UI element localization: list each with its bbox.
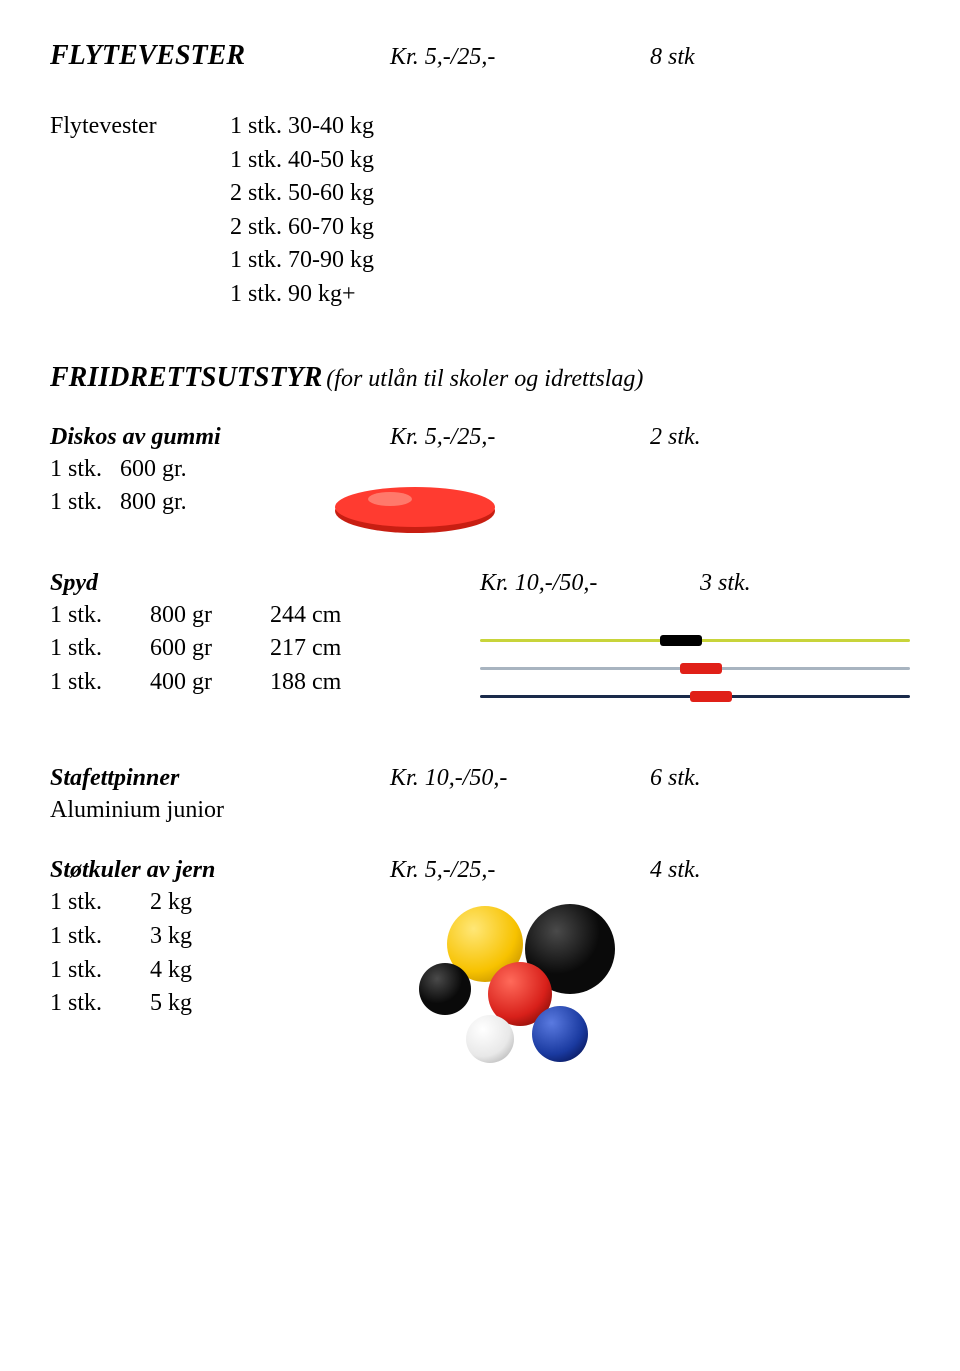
diskos-price: Kr. 5,-/25,- <box>390 424 650 451</box>
flytevester-item: 2 stk. 60-70 kg <box>230 211 390 245</box>
stotkuler-item: 1 stk. 5 kg <box>50 987 390 1021</box>
section-flytevester: FLYTEVESTER Kr. 5,-/25,- 8 stk Flytevest… <box>50 40 910 312</box>
stafett-sub: Aluminium junior <box>50 794 910 828</box>
spyd-title: Spyd <box>50 570 230 597</box>
javelins-icon <box>480 597 910 707</box>
stotkuler-item: 1 stk. 2 kg <box>50 886 390 920</box>
diskos-item: 1 stk. 600 gr. <box>50 453 350 487</box>
stafett-price: Kr. 10,-/50,- <box>390 765 650 792</box>
flytevester-row: 2 stk. 50-60 kg <box>50 177 910 211</box>
section-spyd: Spyd 1 stk. 800 gr 244 cm 1 stk. 600 gr … <box>50 570 910 715</box>
stotkuler-title: Støtkuler av jern <box>50 857 390 884</box>
flytevester-item: 2 stk. 50-60 kg <box>230 177 390 211</box>
javelin-grip <box>660 635 702 646</box>
flytevester-row: Flytevester 1 stk. 30-40 kg <box>50 110 910 144</box>
discus-icon <box>330 481 500 541</box>
diskos-title: Diskos av gummi <box>50 424 350 451</box>
flytevester-row: 1 stk. 90 kg+ <box>50 278 910 312</box>
diskos-item: 1 stk. 800 gr. <box>50 486 350 520</box>
spyd-price: Kr. 10,-/50,- <box>480 570 700 597</box>
flytevester-title: FLYTEVESTER <box>50 40 390 72</box>
friidrett-paren: (for utlån til skoler og idrettslag) <box>326 366 643 392</box>
spyd-item: 1 stk. 400 gr 188 cm <box>50 666 480 700</box>
flytevester-item: 1 stk. 30-40 kg <box>230 110 390 144</box>
flytevester-item: 1 stk. 40-50 kg <box>230 144 390 178</box>
flytevester-price: Kr. 5,-/25,- <box>390 44 650 71</box>
section-friidrett-heading: FRIIDRETTSUTSTYR (for utlån til skoler o… <box>50 362 910 394</box>
friidrett-title: FRIIDRETTSUTSTYR <box>50 362 322 393</box>
flytevester-item: 1 stk. 90 kg+ <box>230 278 390 312</box>
diskos-qty: 2 stk. <box>650 424 701 451</box>
flytevester-row: 2 stk. 60-70 kg <box>50 211 910 245</box>
stafett-qty: 6 stk. <box>650 765 701 792</box>
flytevester-item: 1 stk. 70-90 kg <box>230 244 390 278</box>
stotkuler-item: 1 stk. 4 kg <box>50 954 390 988</box>
flytevester-sublabel: Flytevester <box>50 110 230 144</box>
stotkuler-item: 1 stk. 3 kg <box>50 920 390 954</box>
javelin-grip <box>690 691 732 702</box>
flytevester-row: 1 stk. 70-90 kg <box>50 244 910 278</box>
javelin-grip <box>680 663 722 674</box>
stafett-title: Stafettpinner <box>50 765 390 792</box>
spyd-item: 1 stk. 800 gr 244 cm <box>50 599 480 633</box>
spyd-qty: 3 stk. <box>700 570 751 597</box>
section-stotkuler: Støtkuler av jern 1 stk. 2 kg 1 stk. 3 k… <box>50 857 910 1069</box>
shotput-balls-icon <box>410 894 630 1064</box>
section-stafett: Stafettpinner Kr. 10,-/50,- 6 stk. Alumi… <box>50 765 910 828</box>
spyd-item: 1 stk. 600 gr 217 cm <box>50 632 480 666</box>
flytevester-header: FLYTEVESTER Kr. 5,-/25,- 8 stk <box>50 40 910 72</box>
stotkuler-qty: 4 stk. <box>650 857 701 884</box>
flytevester-qty: 8 stk <box>650 44 695 71</box>
flytevester-row: 1 stk. 40-50 kg <box>50 144 910 178</box>
stotkuler-price: Kr. 5,-/25,- <box>390 857 650 884</box>
section-diskos: Diskos av gummi 1 stk. 600 gr. 1 stk. 80… <box>50 424 910 520</box>
